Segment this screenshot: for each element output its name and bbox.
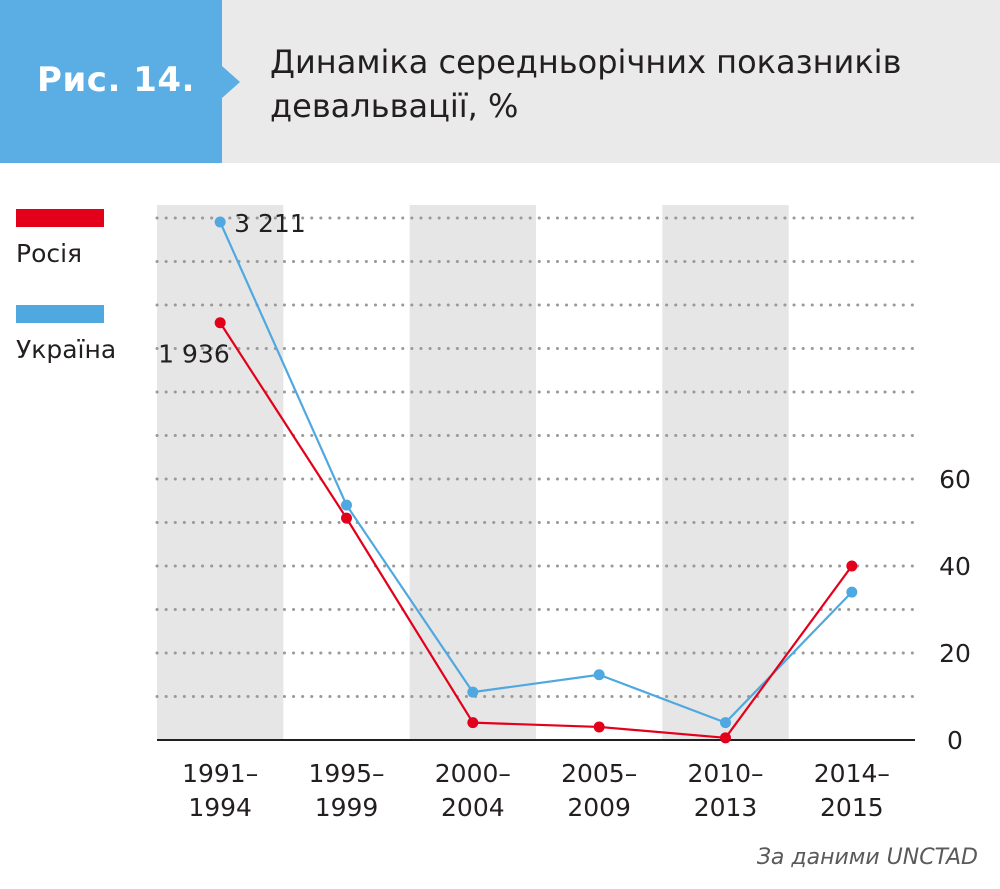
data-point-ukraine xyxy=(593,669,605,681)
data-point-russia xyxy=(593,721,605,733)
data-label-ukraine: 3 211 xyxy=(234,209,306,238)
figure-header: Рис. 14. Динаміка середньорічних показни… xyxy=(0,0,1000,163)
data-source-note: За даними UNCTAD xyxy=(756,845,978,870)
y-tick-label: 60 xyxy=(939,465,971,494)
chart-title-line-1: Динаміка середньорічних показників xyxy=(270,43,902,81)
chart-band xyxy=(409,205,536,740)
data-point-russia xyxy=(214,317,226,329)
data-label-russia: 1 936 xyxy=(158,340,230,369)
chart-band xyxy=(157,205,284,740)
data-point-ukraine xyxy=(720,717,731,729)
figure-number-badge xyxy=(0,0,240,163)
data-point-ukraine xyxy=(846,586,858,598)
x-tick-label: 2000– 2004 xyxy=(435,759,511,822)
data-point-ukraine xyxy=(467,686,479,698)
chart-title: Динаміка середньорічних показників девал… xyxy=(270,40,970,128)
x-tick-label: 2014– 2015 xyxy=(814,759,890,822)
x-tick-label: 2010– 2013 xyxy=(687,759,763,822)
legend-label-ukraine: Україна xyxy=(16,335,117,364)
legend-swatch-ukraine xyxy=(16,305,104,323)
x-tick-label: 1995– 1999 xyxy=(308,759,384,822)
figure-number: Рис. 14. xyxy=(37,60,195,100)
legend-label-russia: Росія xyxy=(16,239,83,268)
data-point-russia xyxy=(341,512,352,524)
data-point-russia xyxy=(846,560,858,572)
data-point-russia xyxy=(720,732,731,744)
y-tick-label: 40 xyxy=(939,552,971,581)
data-point-russia xyxy=(467,717,479,729)
data-point-ukraine xyxy=(214,216,226,228)
y-tick-label: 20 xyxy=(939,639,971,668)
series-line-ukraine xyxy=(219,221,853,724)
y-tick-label: 0 xyxy=(947,726,963,755)
legend-swatch-russia xyxy=(16,209,104,227)
x-tick-label: 1991– 1994 xyxy=(182,759,258,822)
chart-band xyxy=(662,205,789,740)
x-tick-label: 2005– 2009 xyxy=(561,759,637,822)
series-line-russia xyxy=(219,322,853,739)
data-point-ukraine xyxy=(341,499,352,511)
chart-title-line-2: девальвації, % xyxy=(270,87,519,125)
